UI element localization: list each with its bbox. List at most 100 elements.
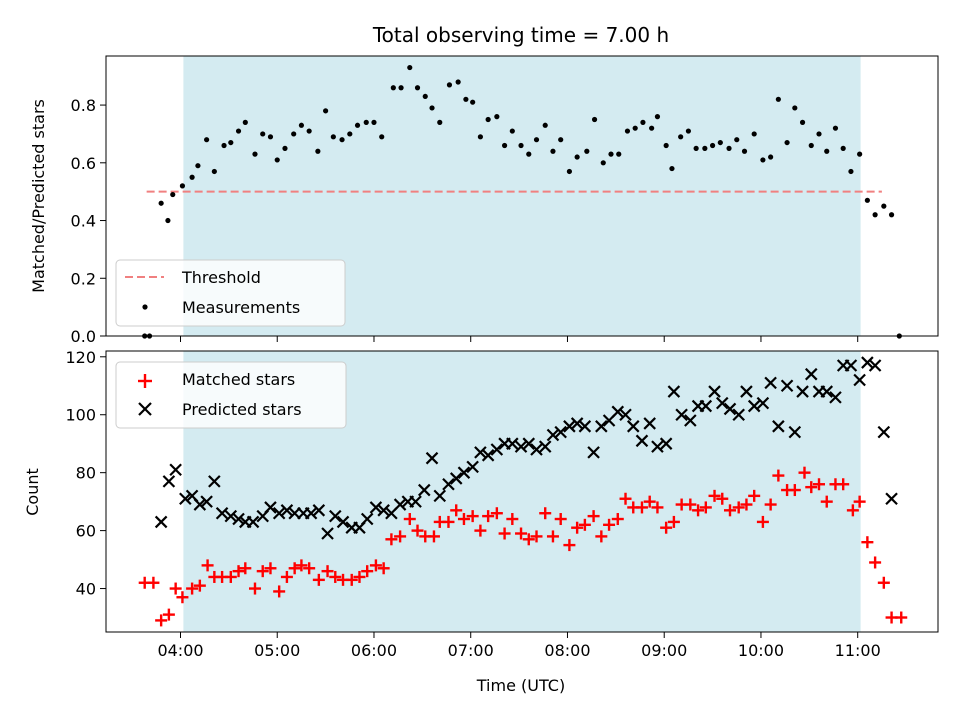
measurement-point xyxy=(751,131,757,137)
matched-star-point xyxy=(515,527,528,540)
matched-star-point xyxy=(877,576,890,589)
matched-star-point xyxy=(169,582,182,595)
predicted-star-point xyxy=(466,460,479,474)
measurement-point xyxy=(470,99,476,105)
matched-star-point xyxy=(248,582,261,595)
x-tick-label: 04:00 xyxy=(157,641,203,660)
measurement-point xyxy=(485,116,491,123)
measurement-point xyxy=(640,119,646,125)
measurement-point xyxy=(455,79,461,85)
predicted-star-point xyxy=(675,408,688,422)
matched-star-point xyxy=(619,492,632,505)
matched-star-point xyxy=(837,478,850,491)
predicted-star-point xyxy=(877,425,891,439)
matched-star-point xyxy=(457,513,470,526)
top-axes-frame xyxy=(105,55,939,337)
bottom-y-tick-label: 80 xyxy=(76,464,96,483)
measurement-point xyxy=(501,142,508,149)
matched-star-point xyxy=(660,521,673,534)
predicted-star-point xyxy=(570,417,584,430)
measurement-point xyxy=(663,142,669,149)
measurement-point xyxy=(574,154,580,160)
matched-star-point xyxy=(147,576,160,589)
measurement-point xyxy=(211,168,217,175)
matched-star-point xyxy=(345,573,358,586)
measurement-point xyxy=(282,145,288,151)
measurement-point xyxy=(315,148,321,154)
measurement-point xyxy=(840,145,846,151)
top-y-tick-label: 0.2 xyxy=(71,269,96,288)
predicted-star-point xyxy=(312,504,326,517)
measurement-point xyxy=(494,114,500,120)
predicted-star-point xyxy=(844,359,858,372)
predicted-star-point xyxy=(481,449,495,462)
legend-matched-swatch xyxy=(138,374,152,388)
measurement-point xyxy=(422,93,428,100)
bottom-y-tick-label: 40 xyxy=(76,580,96,599)
matched-star-point xyxy=(186,582,199,595)
measurement-point xyxy=(632,125,638,131)
predicted-star-point xyxy=(522,437,536,450)
measurement-point xyxy=(816,131,822,137)
measurement-point xyxy=(864,197,870,203)
matched-star-point xyxy=(474,524,487,537)
measurement-point xyxy=(832,125,839,131)
measurement-point xyxy=(463,96,469,102)
measurement-point xyxy=(518,142,524,149)
matched-star-point xyxy=(288,562,301,575)
measurement-point xyxy=(158,200,164,206)
measurement-point xyxy=(808,142,814,149)
measurement-point xyxy=(784,139,790,146)
measurement-point xyxy=(228,139,234,146)
matched-star-point xyxy=(256,565,269,578)
chart-title: Total observing time = 7.00 h xyxy=(372,23,669,47)
matched-star-point xyxy=(176,591,189,604)
predicted-star-point xyxy=(611,405,625,419)
matched-star-point xyxy=(611,513,624,526)
predicted-star-point xyxy=(796,385,809,398)
legend-measurements-swatch xyxy=(142,304,148,310)
predicted-star-point xyxy=(457,466,471,479)
measurement-point xyxy=(291,131,297,137)
measurement-point xyxy=(363,119,369,125)
top-y-tick-label: 0.8 xyxy=(71,96,96,115)
predicted-star-point xyxy=(193,498,207,511)
measurement-point xyxy=(267,134,274,140)
matched-star-point xyxy=(546,530,559,543)
measurement-point xyxy=(446,82,453,88)
top-legend-box xyxy=(115,259,346,327)
matched-star-point xyxy=(595,530,608,543)
predicted-star-point xyxy=(208,475,221,488)
top-x-ticks xyxy=(179,336,859,342)
measurement-point xyxy=(872,212,878,218)
matched-star-point xyxy=(748,489,761,502)
matched-star-point xyxy=(692,504,705,517)
predicted-star-point xyxy=(756,396,770,410)
matched-star-point xyxy=(482,510,495,523)
predicted-star-point xyxy=(393,498,407,511)
measurement-point xyxy=(407,64,413,71)
predicted-star-point xyxy=(651,440,664,453)
predicted-star-point xyxy=(154,515,168,529)
predicted-star-point xyxy=(433,489,447,503)
matched-star-point xyxy=(732,501,745,514)
top-y-tick-label: 0.0 xyxy=(71,327,96,346)
top-y-axis-label: Matched/Predicted stars xyxy=(29,99,48,293)
predicted-star-point xyxy=(232,512,245,526)
predicted-star-point xyxy=(200,495,213,508)
predicted-star-point xyxy=(563,420,576,433)
predicted-star-point xyxy=(626,420,640,433)
matched-star-point xyxy=(563,539,576,552)
measurement-point xyxy=(398,85,404,91)
measurement-point xyxy=(550,148,556,154)
measurement-point xyxy=(888,212,895,218)
matched-star-point xyxy=(506,513,519,526)
predicted-star-point xyxy=(587,446,600,459)
matched-star-point xyxy=(201,559,214,572)
predicted-star-point xyxy=(179,492,192,506)
predicted-star-point xyxy=(506,437,519,450)
predicted-star-point xyxy=(578,420,592,433)
x-tick-label: 09:00 xyxy=(641,641,687,660)
predicted-star-point xyxy=(804,367,818,381)
matched-star-point xyxy=(798,466,811,479)
